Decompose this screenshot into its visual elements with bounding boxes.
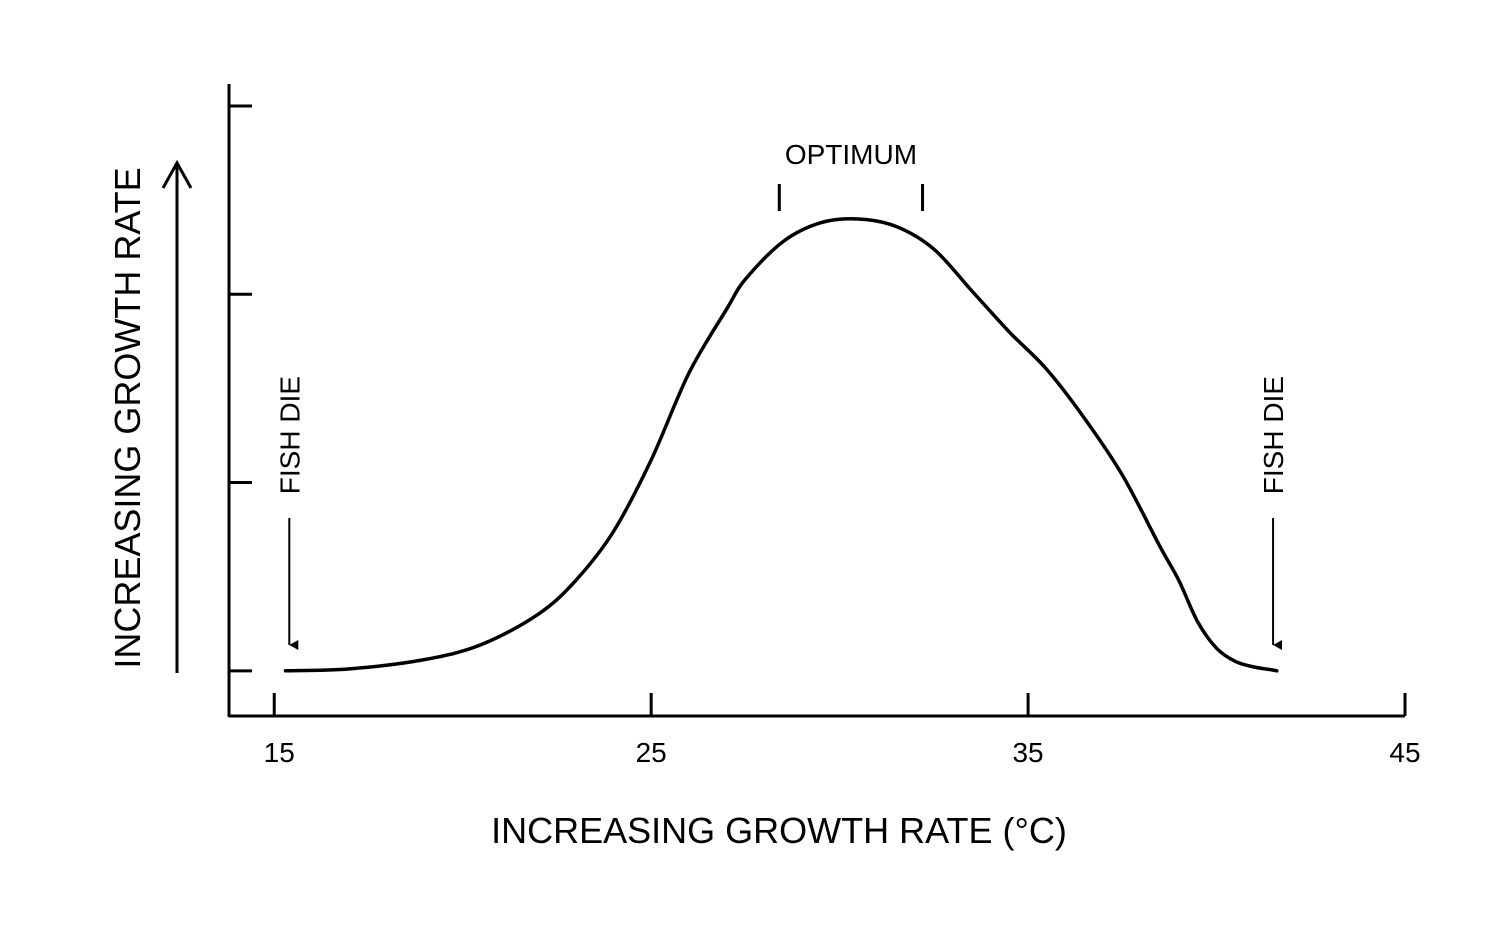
y-direction-arrow-head bbox=[161, 159, 193, 189]
series-line-growth-rate bbox=[283, 217, 1279, 673]
fish-die-right-label: FISH DIE bbox=[1258, 376, 1289, 494]
fish-die-left-label: FISH DIE bbox=[274, 376, 305, 494]
fish-die-right-annotation: FISH DIE bbox=[1258, 376, 1289, 650]
x-tick-label-35: 35 bbox=[1012, 737, 1043, 768]
x-tick-label-15: 15 bbox=[264, 737, 295, 768]
fish-die-left-annotation: FISH DIE bbox=[274, 376, 305, 650]
x-tick-label-45: 45 bbox=[1389, 737, 1420, 768]
y-ticks-group bbox=[229, 104, 252, 673]
x-axis-title: INCREASING GROWTH RATE (°C) bbox=[491, 810, 1067, 851]
x-ticks-group: 15 25 35 45 bbox=[264, 693, 1421, 768]
optimum-annotation: OPTIMUM bbox=[777, 139, 925, 211]
y-axis-title: INCREASING GROWTH RATE bbox=[107, 167, 148, 668]
x-tick-label-25: 25 bbox=[636, 737, 667, 768]
optimum-label: OPTIMUM bbox=[785, 139, 917, 170]
